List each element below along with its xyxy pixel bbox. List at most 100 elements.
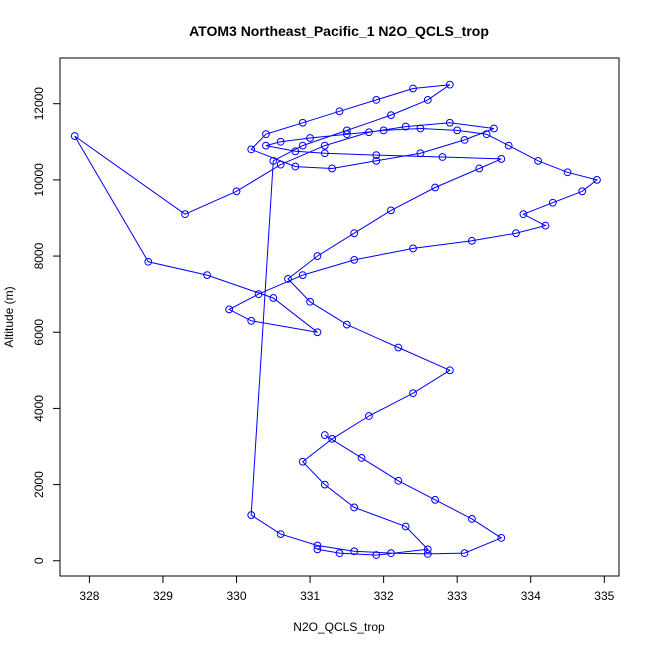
data-point <box>350 229 359 238</box>
data-point <box>423 95 432 104</box>
data-point <box>254 290 263 299</box>
data-point <box>350 547 359 556</box>
data-point <box>387 206 395 215</box>
data-point <box>445 118 454 127</box>
data-point <box>453 126 462 135</box>
data-point <box>298 457 307 466</box>
data-point <box>313 541 322 550</box>
data-point <box>578 187 587 196</box>
data-point <box>276 530 285 539</box>
x-axis-label: N2O_QCLS_trop <box>293 620 385 634</box>
x-tick-label: 335 <box>594 589 614 603</box>
data-point <box>519 210 528 219</box>
x-tick-label: 329 <box>153 589 173 603</box>
x-tick-label: 330 <box>227 589 247 603</box>
series-line <box>74 84 599 556</box>
data-point <box>387 549 395 558</box>
data-point <box>475 164 484 173</box>
data-point <box>497 534 506 542</box>
data-point <box>460 549 469 558</box>
data-point <box>372 551 381 559</box>
data-point <box>350 503 359 512</box>
data-point <box>497 155 506 163</box>
data-point <box>365 412 373 420</box>
data-point <box>335 549 344 558</box>
data-point <box>291 147 300 156</box>
data-point <box>342 320 351 329</box>
data-point <box>467 514 476 523</box>
data-point <box>409 244 417 253</box>
x-axis: 328 329 330 331 332 333 334 335 <box>79 576 615 603</box>
data-point <box>313 545 322 554</box>
data-point <box>534 156 542 165</box>
data-point <box>423 550 432 558</box>
data-point <box>262 141 270 150</box>
data-point <box>313 328 322 337</box>
data-point <box>298 141 307 150</box>
data-point <box>445 80 454 89</box>
data-point <box>335 107 344 116</box>
data-point <box>225 305 234 314</box>
plot-area <box>70 80 601 559</box>
data-point <box>247 316 256 325</box>
data-point <box>320 149 329 158</box>
x-tick-label: 332 <box>374 589 394 603</box>
data-point <box>144 257 153 266</box>
data-point <box>416 124 425 133</box>
data-point <box>298 118 307 127</box>
data-point <box>563 168 572 177</box>
plot-frame <box>59 57 620 577</box>
data-point <box>181 210 189 219</box>
data-point <box>284 275 292 283</box>
data-point <box>379 126 388 135</box>
data-point <box>276 160 285 169</box>
data-point <box>504 141 513 150</box>
data-point <box>306 297 314 306</box>
data-point <box>306 134 314 142</box>
data-point <box>320 480 329 489</box>
data-point <box>342 130 351 139</box>
data-point <box>593 175 601 184</box>
data-point <box>431 183 440 192</box>
data-point <box>232 187 241 196</box>
data-point <box>320 431 329 439</box>
data-point <box>423 545 432 554</box>
data-point <box>482 130 491 139</box>
data-point <box>401 122 410 131</box>
data-point <box>298 271 307 280</box>
data-point <box>357 454 366 462</box>
data-point <box>313 252 322 260</box>
x-tick-label: 334 <box>521 589 541 603</box>
data-point <box>276 137 285 146</box>
y-tick-label: 2000 <box>32 471 46 498</box>
y-axis-label: Altitude (m) <box>2 286 16 347</box>
data-point <box>70 132 79 140</box>
data-point <box>372 156 381 165</box>
data-point <box>247 145 256 154</box>
data-point <box>269 156 278 165</box>
data-point <box>387 111 395 120</box>
data-point <box>541 221 550 230</box>
y-tick-label: 10000 <box>32 163 46 197</box>
data-point <box>394 476 403 485</box>
x-tick-label: 328 <box>79 589 99 603</box>
data-point <box>512 229 520 238</box>
x-tick-label: 331 <box>300 589 320 603</box>
data-point <box>247 511 256 519</box>
y-tick-label: 12000 <box>32 87 46 121</box>
y-axis: 0 2000 4000 6000 8000 10000 12000 <box>32 87 60 564</box>
data-point <box>438 153 447 161</box>
y-tick-label: 6000 <box>32 319 46 346</box>
data-point <box>409 84 417 93</box>
data-point <box>328 434 337 443</box>
data-point <box>409 389 417 398</box>
data-point <box>203 271 212 280</box>
data-point <box>328 164 337 173</box>
data-point <box>365 128 373 137</box>
chart-title: ATOM3 Northeast_Pacific_1 N2O_QCLS_trop <box>189 23 489 39</box>
data-point <box>320 141 329 150</box>
data-point <box>467 236 476 245</box>
y-tick-label: 0 <box>32 557 46 564</box>
data-point <box>401 522 410 531</box>
